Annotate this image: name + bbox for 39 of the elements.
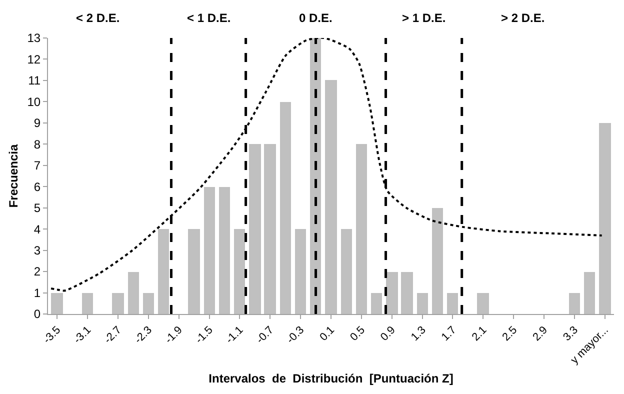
y-tick-label: 4 bbox=[34, 222, 41, 236]
y-tick-label: 13 bbox=[27, 31, 41, 46]
x-tick-label: 3.3 bbox=[561, 324, 580, 344]
text: 0 D.E. bbox=[299, 11, 332, 25]
y-tick-label: 8 bbox=[34, 137, 41, 152]
x-tick-label: -3.1 bbox=[72, 324, 94, 346]
text: > 1 D.E. bbox=[402, 11, 446, 25]
x-tick-label: -1.1 bbox=[224, 324, 246, 346]
x-tick-label: 1.7 bbox=[439, 324, 459, 344]
y-tick-label: 2 bbox=[34, 264, 41, 279]
x-tick-label: 1.3 bbox=[409, 324, 428, 344]
y-tick-label: 3 bbox=[34, 244, 41, 258]
x-tick-label: -1.5 bbox=[193, 324, 216, 346]
text: < 2 D.E. bbox=[76, 11, 120, 25]
x-tick-label: 2.5 bbox=[500, 324, 520, 344]
y-tick-label: 7 bbox=[34, 158, 41, 173]
x-tick-label: -0.7 bbox=[254, 324, 276, 346]
x-tick-label: -1.9 bbox=[162, 324, 185, 346]
y-axis-title: Frecuencia bbox=[6, 144, 21, 208]
x-tick-label: 2.1 bbox=[470, 324, 490, 344]
x-tick-label: -3.5 bbox=[41, 324, 64, 346]
y-tick-label: 1 bbox=[34, 286, 41, 300]
x-tick-label: 0.5 bbox=[348, 324, 368, 344]
y-tick-label: 10 bbox=[27, 94, 41, 109]
x-tick-label: 2.9 bbox=[530, 324, 550, 344]
y-tick-label: 5 bbox=[34, 201, 41, 216]
y-tick-label: 11 bbox=[28, 74, 41, 88]
x-tick-label: 0.1 bbox=[318, 324, 338, 344]
x-tick-label: -2.7 bbox=[102, 324, 124, 346]
y-tick-label: 12 bbox=[27, 52, 41, 66]
x-tick-label: -2.3 bbox=[132, 324, 154, 346]
text: > 2 D.E. bbox=[501, 11, 545, 25]
x-tick-label: -0.3 bbox=[284, 324, 307, 346]
y-tick-label: 6 bbox=[34, 180, 41, 194]
y-tick-label: 0 bbox=[34, 307, 41, 322]
y-tick-label: 9 bbox=[34, 116, 41, 130]
text: < 1 D.E. bbox=[187, 11, 231, 25]
x-axis-title: Intervalos de Distribución [Puntuación Z] bbox=[208, 371, 454, 386]
x-tick-label: 0.9 bbox=[378, 324, 398, 344]
